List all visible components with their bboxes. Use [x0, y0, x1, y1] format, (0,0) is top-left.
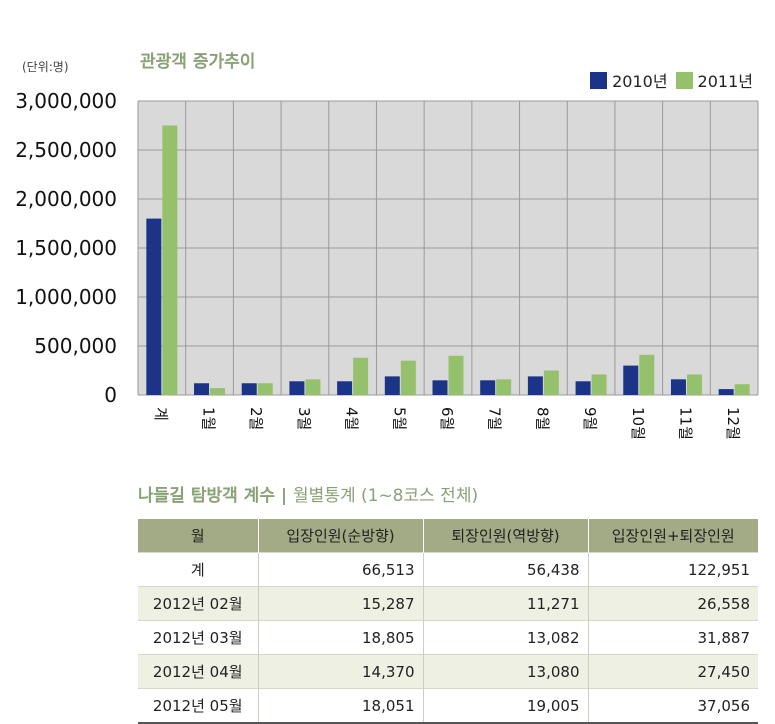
- x-tick-label: 8월: [533, 407, 551, 430]
- y-tick-label: 2,000,000: [15, 187, 117, 211]
- bar-2011-7: [496, 379, 512, 395]
- header-exit: 퇴장인원(역방향): [423, 519, 589, 553]
- chart-legend: 2010년 2011년: [590, 68, 753, 92]
- x-tick-label: 4월: [343, 407, 361, 430]
- bar-2011-6: [448, 355, 464, 395]
- cell-month: 2012년 05월: [138, 688, 259, 724]
- chart-title: 관광객 증가추이: [140, 52, 256, 72]
- y-tick-label: 0: [104, 383, 117, 407]
- x-tick-label: 계: [152, 407, 170, 421]
- monthly-stats-table: 월 입장인원(순방향) 퇴장인원(역방향) 입장인원+퇴장인원 계 66,513…: [138, 519, 758, 724]
- legend-swatch-2010: [590, 71, 608, 89]
- table-row: 계 66,513 56,438 122,951: [138, 552, 758, 587]
- bar-2010-3: [289, 381, 305, 395]
- y-tick-label: 3,000,000: [15, 89, 117, 113]
- y-tick-label: 1,500,000: [15, 236, 117, 260]
- x-tick-label: 3월: [295, 407, 313, 430]
- y-tick-label: 1,000,000: [15, 285, 117, 309]
- x-tick-label: 7월: [486, 407, 504, 430]
- cell-entry: 18,051: [258, 688, 424, 724]
- header-entry: 입장인원(순방향): [258, 519, 424, 553]
- table-title-separator: |: [280, 486, 288, 506]
- legend-label-2011: 2011년: [697, 72, 753, 91]
- cell-total: 31,887: [588, 620, 758, 655]
- legend-item-2010: 2010년: [590, 68, 668, 92]
- table-title-sub: 월별통계 (1~8코스 전체): [293, 486, 479, 506]
- table-row: 2012년 03월 18,805 13,082 31,887: [138, 620, 758, 655]
- x-tick-label: 9월: [581, 407, 599, 430]
- cell-month: 계: [138, 552, 259, 587]
- bar-2011-4: [353, 357, 369, 395]
- bar-2011-5: [400, 360, 416, 395]
- bar-2011-1: [210, 388, 226, 395]
- bar-2010-1: [194, 383, 210, 395]
- header-total: 입장인원+퇴장인원: [588, 519, 758, 553]
- table-row: 2012년 05월 18,051 19,005 37,056: [138, 688, 758, 724]
- bar-2010-6: [432, 380, 448, 395]
- bar-2010-8: [527, 376, 543, 395]
- x-tick-label: 12월: [724, 407, 742, 440]
- cell-exit: 56,438: [423, 552, 589, 587]
- x-tick-label: 1월: [200, 407, 218, 430]
- bar-2011-0: [162, 125, 178, 395]
- cell-month: 2012년 02월: [138, 586, 259, 621]
- bar-2011-12: [734, 384, 750, 395]
- legend-label-2010: 2010년: [612, 72, 668, 91]
- cell-exit: 13,082: [423, 620, 589, 655]
- cell-month: 2012년 03월: [138, 620, 259, 655]
- y-tick-label: 500,000: [34, 334, 117, 358]
- unit-label: (단위:명): [22, 60, 69, 74]
- table-row: 2012년 02월 15,287 11,271 26,558: [138, 586, 758, 621]
- cell-exit: 11,271: [423, 586, 589, 621]
- bar-2011-9: [591, 374, 607, 395]
- bar-2010-11: [670, 379, 686, 395]
- bar-2011-3: [305, 379, 321, 395]
- bar-2010-12: [718, 389, 734, 395]
- cell-entry: 18,805: [258, 620, 424, 655]
- table-title-main: 나들길 탐방객 계수: [138, 486, 275, 506]
- cell-total: 37,056: [588, 688, 758, 724]
- bar-2011-11: [686, 374, 702, 395]
- bar-2010-5: [384, 376, 400, 395]
- cell-entry: 66,513: [258, 552, 424, 587]
- table-header-row: 월 입장인원(순방향) 퇴장인원(역방향) 입장인원+퇴장인원: [138, 519, 758, 553]
- bar-2011-10: [639, 354, 655, 395]
- x-tick-label: 5월: [390, 407, 408, 430]
- cell-month: 2012년 04월: [138, 654, 259, 689]
- cell-exit: 19,005: [423, 688, 589, 724]
- cell-total: 27,450: [588, 654, 758, 689]
- y-tick-label: 2,500,000: [15, 138, 117, 162]
- table-row: 2012년 04월 14,370 13,080 27,450: [138, 654, 758, 689]
- cell-entry: 15,287: [258, 586, 424, 621]
- table-title: 나들길 탐방객 계수 | 월별통계 (1~8코스 전체): [138, 481, 478, 506]
- bar-2010-2: [241, 383, 257, 395]
- x-tick-label: 6월: [438, 407, 456, 430]
- bar-2010-9: [575, 381, 591, 395]
- cell-total: 122,951: [588, 552, 758, 587]
- bar-2010-10: [623, 365, 639, 395]
- cell-total: 26,558: [588, 586, 758, 621]
- cell-exit: 13,080: [423, 654, 589, 689]
- bar-2011-2: [257, 383, 273, 395]
- bar-2010-7: [480, 380, 496, 395]
- legend-item-2011: 2011년: [675, 68, 753, 92]
- bar-2010-4: [337, 381, 353, 395]
- cell-entry: 14,370: [258, 654, 424, 689]
- header-month: 월: [138, 519, 259, 553]
- legend-swatch-2011: [675, 71, 693, 89]
- bar-2010-0: [146, 218, 162, 395]
- x-tick-label: 10월: [629, 407, 647, 440]
- x-tick-label: 2월: [247, 407, 265, 430]
- bar-chart: 0 500,000 1,000,000 1,500,000 2,000,000 2,500…: [15, 89, 759, 440]
- x-tick-label: 11월: [676, 407, 694, 440]
- bar-2011-8: [543, 370, 559, 395]
